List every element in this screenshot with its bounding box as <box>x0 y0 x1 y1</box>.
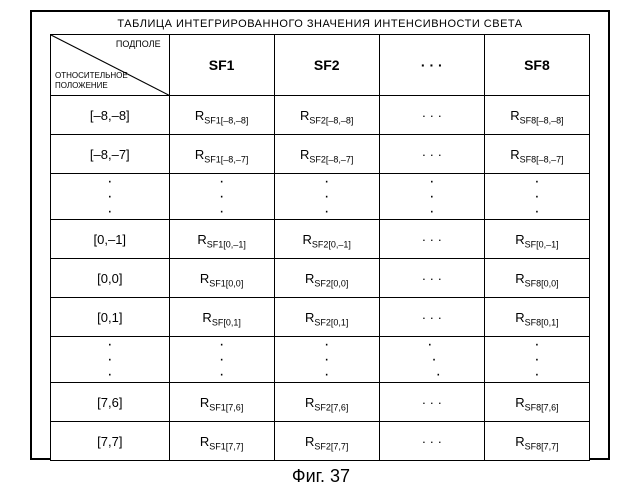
cell-pos: [0,1] <box>51 298 170 337</box>
cell-sf1: RSF1[0,–1] <box>169 220 274 259</box>
corner-bottom-label: ОТНОСИТЕЛЬНОЕПОЛОЖЕНИЕ <box>55 71 128 91</box>
cell-sf8: RSF8[0,0] <box>484 259 589 298</box>
cell-vdots: ··· <box>274 174 379 220</box>
cell-sf1: RSF1[–8,–7] <box>169 135 274 174</box>
cell-sf1: RSF1[7,7] <box>169 422 274 461</box>
table-row: [7,7]RSF1[7,7]RSF2[7,7]· · ·RSF8[7,7] <box>51 422 590 461</box>
table-title: ТАБЛИЦА ИНТЕГРИРОВАННОГО ЗНАЧЕНИЯ ИНТЕНС… <box>32 18 608 30</box>
table-row: ··············· <box>51 174 590 220</box>
cell-mid: · · · <box>379 259 484 298</box>
cell-mid: · · · <box>379 96 484 135</box>
cell-sf8: RSF8[0,1] <box>484 298 589 337</box>
cell-pos: [0,0] <box>51 259 170 298</box>
cell-sf8: RSF8[–8,–8] <box>484 96 589 135</box>
cell-sf2: RSF2[0,–1] <box>274 220 379 259</box>
col-ellipsis: · · · <box>379 35 484 96</box>
cell-mid: · · · <box>379 298 484 337</box>
cell-sf2: RSF2[0,1] <box>274 298 379 337</box>
cell-pos: [–8,–8] <box>51 96 170 135</box>
cell-vdots: ··· <box>274 337 379 383</box>
cell-vdots: ··· <box>51 174 170 220</box>
cell-sf8: RSF8[7,7] <box>484 422 589 461</box>
table-row: [7,6]RSF1[7,6]RSF2[7,6]· · ·RSF8[7,6] <box>51 383 590 422</box>
cell-sf1: RSF1[7,6] <box>169 383 274 422</box>
intensity-table: ПОДПОЛЕ ОТНОСИТЕЛЬНОЕПОЛОЖЕНИЕ SF1 SF2 ·… <box>50 34 590 461</box>
cell-sf8: RSF8[7,6] <box>484 383 589 422</box>
table-row: ·········· · ···· <box>51 337 590 383</box>
cell-sf2: RSF2[–8,–7] <box>274 135 379 174</box>
cell-vdots: ··· <box>169 337 274 383</box>
cell-sf1: RSF1[–8,–8] <box>169 96 274 135</box>
figure-frame: ТАБЛИЦА ИНТЕГРИРОВАННОГО ЗНАЧЕНИЯ ИНТЕНС… <box>30 10 610 460</box>
cell-sf2: RSF2[0,0] <box>274 259 379 298</box>
corner-top-label: ПОДПОЛЕ <box>116 39 161 49</box>
col-sf1: SF1 <box>169 35 274 96</box>
table-wrap: ПОДПОЛЕ ОТНОСИТЕЛЬНОЕПОЛОЖЕНИЕ SF1 SF2 ·… <box>32 34 608 475</box>
cell-vdots: ··· <box>484 174 589 220</box>
cell-sf2: RSF2[7,7] <box>274 422 379 461</box>
cell-mid: · · · <box>379 135 484 174</box>
cell-pos: [0,–1] <box>51 220 170 259</box>
cell-sf1: RSF1[0,0] <box>169 259 274 298</box>
cell-pos: [–8,–7] <box>51 135 170 174</box>
table-row: [0,0]RSF1[0,0]RSF2[0,0]· · ·RSF8[0,0] <box>51 259 590 298</box>
cell-pos: [7,7] <box>51 422 170 461</box>
cell-sf8: RSF[0,–1] <box>484 220 589 259</box>
cell-sf2: RSF2[–8,–8] <box>274 96 379 135</box>
cell-ddots: · · · <box>379 337 484 383</box>
table-row: [0,1]RSF[0,1]RSF2[0,1]· · ·RSF8[0,1] <box>51 298 590 337</box>
cell-mid: · · · <box>379 422 484 461</box>
cell-ddots: ··· <box>379 174 484 220</box>
cell-vdots: ··· <box>51 337 170 383</box>
header-row: ПОДПОЛЕ ОТНОСИТЕЛЬНОЕПОЛОЖЕНИЕ SF1 SF2 ·… <box>51 35 590 96</box>
cell-vdots: ··· <box>169 174 274 220</box>
cell-mid: · · · <box>379 220 484 259</box>
cell-vdots: ··· <box>484 337 589 383</box>
cell-mid: · · · <box>379 383 484 422</box>
figure-caption: Фиг. 37 <box>0 466 642 487</box>
col-sf2: SF2 <box>274 35 379 96</box>
table-row: [–8,–7]RSF1[–8,–7]RSF2[–8,–7]· · ·RSF8[–… <box>51 135 590 174</box>
cell-pos: [7,6] <box>51 383 170 422</box>
table-body: [–8,–8]RSF1[–8,–8]RSF2[–8,–8]· · ·RSF8[–… <box>51 96 590 461</box>
col-sf8: SF8 <box>484 35 589 96</box>
corner-cell: ПОДПОЛЕ ОТНОСИТЕЛЬНОЕПОЛОЖЕНИЕ <box>51 35 170 96</box>
cell-sf2: RSF2[7,6] <box>274 383 379 422</box>
cell-sf8: RSF8[–8,–7] <box>484 135 589 174</box>
cell-sf1: RSF[0,1] <box>169 298 274 337</box>
table-row: [–8,–8]RSF1[–8,–8]RSF2[–8,–8]· · ·RSF8[–… <box>51 96 590 135</box>
table-row: [0,–1]RSF1[0,–1]RSF2[0,–1]· · ·RSF[0,–1] <box>51 220 590 259</box>
